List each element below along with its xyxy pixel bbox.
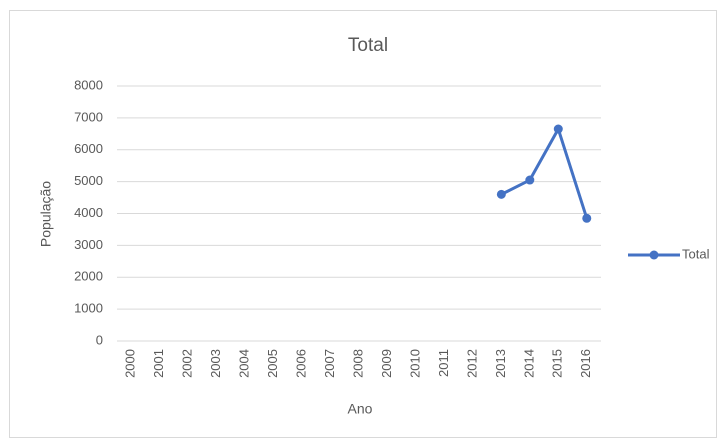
y-tick-label: 6000 — [74, 141, 103, 156]
x-tick-label: 2005 — [265, 349, 280, 378]
x-tick-label: 2008 — [350, 349, 365, 378]
x-tick-label: 2002 — [180, 349, 195, 378]
y-tick-label: 0 — [96, 332, 103, 347]
y-tick-label: 4000 — [74, 205, 103, 220]
x-tick-label: 2004 — [237, 349, 252, 378]
x-tick-label: 2001 — [151, 349, 166, 378]
x-axis-label: Ano — [348, 401, 373, 417]
data-point — [582, 213, 592, 223]
x-tick-label: 2015 — [550, 349, 565, 378]
y-tick-label: 8000 — [74, 77, 103, 92]
x-tick-label: 2013 — [493, 349, 508, 378]
x-tick-label: 2007 — [322, 349, 337, 378]
data-point — [496, 189, 506, 199]
y-tick-label: 7000 — [74, 109, 103, 124]
legend-label: Total — [682, 246, 710, 261]
legend-marker — [649, 250, 659, 260]
y-axis-label: População — [38, 181, 54, 247]
y-tick-label: 2000 — [74, 269, 103, 284]
x-tick-label: 2011 — [436, 349, 451, 377]
data-point — [553, 124, 563, 134]
chart-title: Total — [348, 35, 388, 56]
x-tick-label: 2014 — [521, 349, 536, 378]
x-tick-label: 2006 — [293, 349, 308, 378]
y-tick-label: 1000 — [74, 301, 103, 316]
x-tick-label: 2009 — [379, 349, 394, 378]
x-tick-label: 2012 — [464, 349, 479, 378]
data-point — [525, 175, 535, 185]
chart-frame — [9, 10, 717, 438]
series-line — [500, 127, 589, 219]
x-tick-label: 2010 — [407, 349, 422, 378]
x-tick-label: 2003 — [208, 349, 223, 378]
y-tick-label: 3000 — [74, 237, 103, 252]
x-tick-label: 2000 — [123, 349, 138, 378]
y-tick-label: 5000 — [74, 173, 103, 188]
x-tick-label: 2016 — [578, 349, 593, 378]
